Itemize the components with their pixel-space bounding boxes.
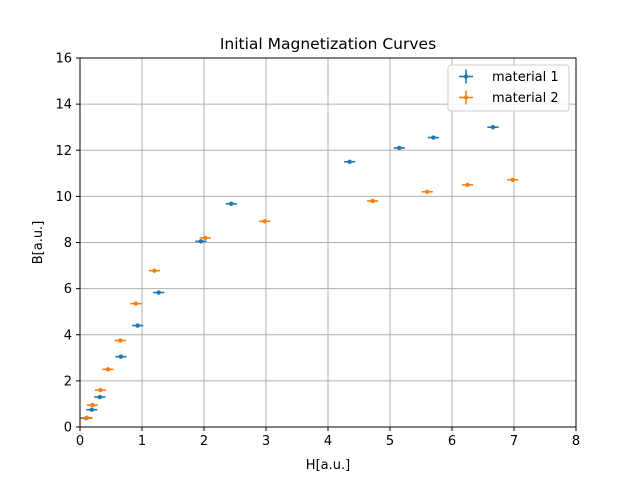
data-marker — [118, 338, 123, 343]
data-point — [461, 182, 474, 188]
data-point — [225, 201, 237, 206]
chart-title: Initial Magnetization Curves — [220, 35, 436, 53]
data-point — [132, 323, 144, 328]
x-tick-label: 7 — [510, 434, 518, 449]
x-tick-label: 8 — [572, 434, 580, 449]
legend-marker — [463, 95, 469, 100]
x-tick-label: 2 — [200, 434, 208, 449]
data-point — [487, 124, 499, 130]
plot-frame — [79, 57, 577, 428]
data-marker — [347, 159, 352, 164]
data-marker — [105, 367, 111, 372]
data-marker — [490, 124, 496, 130]
data-marker — [97, 394, 103, 400]
data-marker — [431, 135, 436, 140]
data-point — [86, 407, 98, 412]
data-point — [367, 198, 379, 204]
data-point — [199, 235, 211, 241]
data-marker — [425, 189, 430, 194]
y-tick-label: 0 — [64, 421, 72, 436]
x-tick-label: 0 — [76, 434, 84, 449]
data-marker — [397, 145, 402, 151]
data-point — [153, 290, 165, 295]
x-tick-label: 3 — [262, 434, 270, 449]
data-point — [427, 135, 439, 140]
data-marker — [156, 290, 161, 295]
y-tick-label: 14 — [55, 98, 72, 113]
series-2 — [81, 177, 519, 420]
y-axis-label: B[a.u.] — [31, 221, 46, 265]
data-point — [259, 219, 271, 224]
data-point — [86, 402, 98, 408]
legend-marker — [463, 74, 469, 79]
data-point — [102, 367, 114, 372]
data-marker — [229, 201, 234, 206]
data-marker — [203, 235, 208, 241]
data-marker — [84, 415, 90, 420]
data-marker — [510, 177, 515, 182]
data-point — [421, 189, 433, 194]
x-tick-label: 6 — [448, 434, 456, 449]
y-tick-label: 16 — [55, 52, 72, 67]
data-point — [115, 354, 127, 359]
data-point — [148, 268, 160, 273]
data-marker — [262, 219, 267, 224]
data-point — [94, 394, 106, 400]
legend-item: material 1 — [459, 69, 559, 85]
data-marker — [98, 387, 103, 393]
data-marker — [135, 323, 140, 328]
x-tick-label: 5 — [386, 434, 394, 449]
x-axis-ticks: 0 1 2 3 4 5 6 7 8 — [76, 427, 580, 449]
data-marker — [370, 198, 375, 204]
legend-box — [447, 64, 570, 112]
x-axis-label: H[a.u.] — [306, 458, 350, 473]
data-marker — [465, 182, 470, 188]
data-marks — [80, 124, 519, 421]
y-tick-label: 4 — [64, 328, 72, 343]
y-tick-label: 2 — [64, 374, 72, 389]
data-marker — [118, 354, 124, 359]
y-tick-label: 12 — [55, 144, 72, 159]
data-point — [130, 301, 142, 306]
x-tick-label: 4 — [324, 434, 332, 449]
data-point — [393, 145, 405, 151]
data-point — [195, 239, 207, 244]
data-marker — [89, 407, 94, 412]
x-tick-label: 1 — [138, 434, 146, 449]
data-marker — [90, 402, 95, 408]
legend: material 1 material 2 — [447, 64, 570, 112]
data-marker — [152, 268, 157, 273]
legend-label: material 1 — [492, 70, 559, 85]
legend-label: material 2 — [492, 91, 559, 106]
data-point — [507, 177, 519, 182]
y-tick-label: 8 — [64, 236, 72, 251]
data-point — [344, 159, 356, 164]
y-axis-ticks: 0 2 4 6 8 10 12 14 16 — [55, 52, 80, 436]
legend-item: material 2 — [459, 90, 559, 106]
data-marker — [133, 301, 138, 306]
data-point — [94, 387, 107, 393]
data-marker — [198, 239, 204, 244]
data-point — [81, 415, 93, 420]
y-tick-label: 6 — [64, 282, 72, 297]
data-point — [114, 338, 126, 343]
y-tick-label: 10 — [55, 190, 72, 205]
